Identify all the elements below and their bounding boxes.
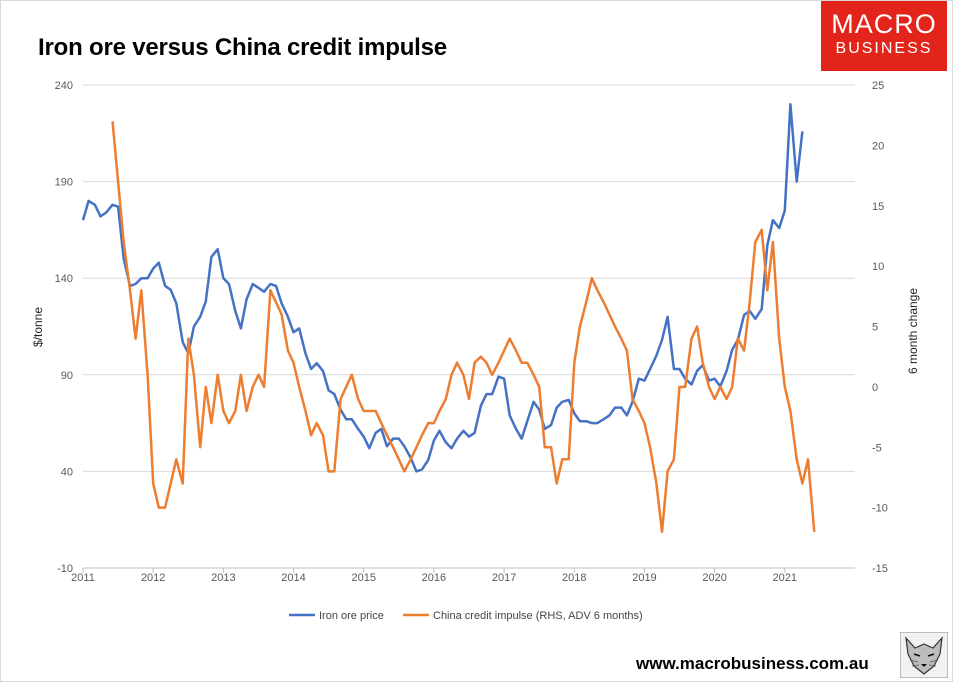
- chart-title: Iron ore versus China credit impulse: [38, 34, 447, 61]
- wolf-icon: [900, 632, 948, 678]
- y-right-tick-label: -15: [872, 563, 888, 575]
- x-tick-label: 2019: [632, 572, 656, 584]
- y-right-tick-label: -5: [872, 442, 882, 454]
- x-tick-label: 2017: [492, 572, 516, 584]
- y-right-tick-label: -10: [872, 503, 888, 515]
- series-line-credit-impulse: [111, 121, 816, 534]
- legend-label-iron-ore: Iron ore price: [319, 610, 384, 622]
- x-axis: 2011 2012 2013 2014 2015 2016 2017 2018 2019 2020…: [71, 567, 855, 584]
- y-right-tick-label: 25: [872, 80, 884, 92]
- x-tick-label: 2011: [71, 572, 95, 584]
- x-tick-label: 2018: [562, 572, 586, 584]
- y-right-tick-label: 5: [872, 322, 878, 334]
- y-left-tick-label: 190: [55, 177, 73, 189]
- y-axis-left: 240 190 140 90 40 -10: [55, 80, 73, 575]
- x-tick-label: 2016: [422, 572, 446, 584]
- legend: Iron ore price China credit impulse (RHS…: [289, 610, 643, 622]
- x-tick-label: 2020: [702, 572, 726, 584]
- x-tick-label: 2012: [141, 572, 165, 584]
- x-tick-label: 2021: [773, 572, 797, 584]
- x-tick-label: 2013: [211, 572, 235, 584]
- y-axis-right-title: 6 month change: [906, 288, 920, 374]
- series-lines: [81, 103, 816, 534]
- gridlines: [83, 84, 855, 472]
- x-tick-label: 2014: [281, 572, 305, 584]
- y-axis-left-title: $/tonne: [31, 307, 45, 347]
- y-right-tick-label: 20: [872, 140, 884, 152]
- legend-label-credit-impulse: China credit impulse (RHS, ADV 6 months): [433, 610, 643, 622]
- y-left-tick-label: 140: [55, 273, 73, 285]
- y-left-tick-label: -10: [57, 563, 73, 575]
- series-line-iron-ore: [81, 103, 804, 473]
- y-axis-right: 25 20 15 10 5 0 -5 -10 -15: [872, 80, 888, 575]
- y-left-tick-label: 90: [61, 370, 73, 382]
- y-right-tick-label: 15: [872, 201, 884, 213]
- y-left-tick-label: 40: [61, 466, 73, 478]
- y-right-tick-label: 10: [872, 261, 884, 273]
- macrobusiness-logo: MACRO BUSINESS: [821, 1, 947, 71]
- x-tick-label: 2015: [351, 572, 375, 584]
- logo-line-1: MACRO: [831, 9, 937, 39]
- y-left-tick-label: 240: [55, 80, 73, 92]
- logo-line-2: BUSINESS: [835, 40, 933, 57]
- y-right-tick-label: 0: [872, 382, 878, 394]
- website-url: www.macrobusiness.com.au: [636, 654, 869, 673]
